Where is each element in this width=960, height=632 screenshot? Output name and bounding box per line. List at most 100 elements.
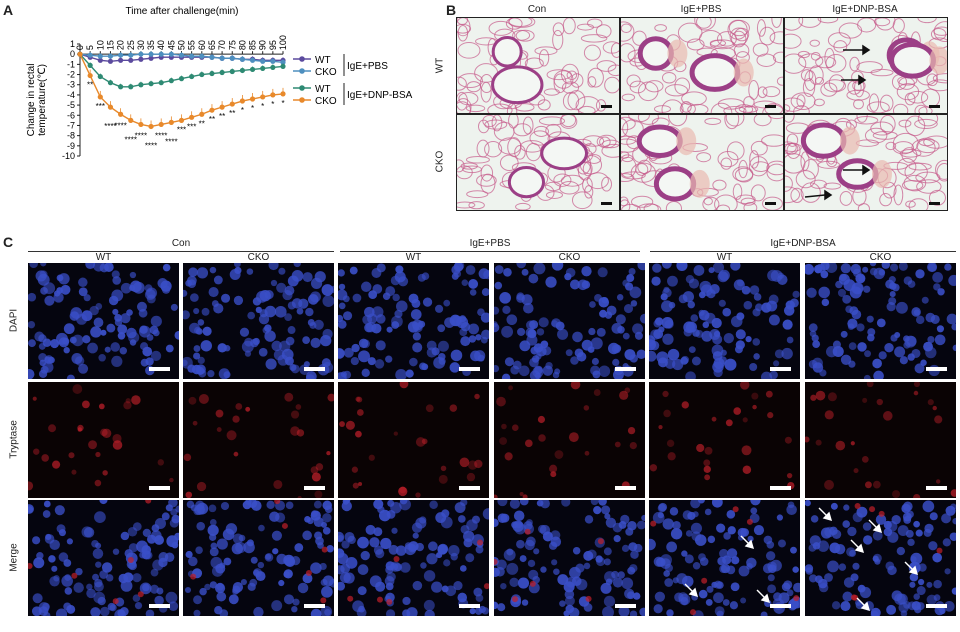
significance-mark: **: [219, 112, 225, 121]
temperature-chart: Time after challenge(min) Change in rect…: [26, 6, 413, 161]
x-tick-label: 95: [268, 40, 278, 50]
data-point: [107, 80, 114, 86]
scale-bar: [601, 105, 612, 108]
data-point: [239, 67, 245, 74]
data-point: [280, 91, 286, 97]
x-tick-label: 85: [248, 40, 258, 50]
significance-mark: ****: [155, 131, 167, 140]
significance-mark: **: [209, 115, 215, 124]
if-image-merge-1: [183, 500, 334, 616]
data-point: [138, 51, 144, 57]
data-point: [148, 123, 154, 130]
data-point: [229, 55, 235, 61]
y-tick-label: -10: [62, 151, 75, 161]
scale-bar: [149, 367, 170, 371]
data-point: [158, 80, 164, 86]
x-tick-label: 100: [278, 35, 288, 50]
if-image-merge-2: [338, 500, 489, 616]
he-row-wt: WT: [434, 57, 446, 74]
data-point: [239, 98, 245, 104]
if-image-merge-4: [649, 500, 800, 616]
he-col-ige-dnp: IgE+DNP-BSA: [832, 4, 898, 15]
legend-label-2: WT: [315, 84, 331, 95]
if-col-5: CKO: [869, 252, 892, 263]
x-tick-label: 75: [227, 40, 237, 50]
he-col-con: Con: [527, 4, 547, 15]
significance-mark: *: [271, 100, 274, 109]
if-row-tryptase: Tryptase: [8, 420, 20, 459]
y-tick-label: -9: [67, 141, 75, 151]
if-image-merge-0: [28, 500, 179, 616]
y-tick-label: -6: [67, 110, 75, 120]
data-point: [199, 111, 205, 117]
if-image-tryptase-3: [494, 382, 645, 498]
data-point: [138, 82, 144, 88]
data-point: [118, 84, 124, 90]
data-point: [189, 53, 195, 59]
significance-mark: ****: [104, 122, 116, 131]
significance-mark: ****: [165, 137, 177, 146]
data-point: [128, 84, 134, 90]
data-point: [209, 70, 215, 77]
data-point: [280, 59, 286, 65]
data-point: [189, 73, 195, 80]
if-image-dapi-4: [649, 263, 800, 379]
if-image-tryptase-5: [805, 382, 956, 498]
scale-bar: [929, 202, 940, 205]
panel-label-a: A: [3, 2, 14, 18]
legend-marker: [299, 56, 305, 62]
x-tick-label: 10: [95, 40, 105, 50]
data-point: [87, 52, 93, 58]
group-underline-ige-dnp: [650, 251, 956, 252]
panel-label-c: C: [3, 234, 14, 250]
data-point: [209, 107, 215, 113]
data-point: [148, 81, 154, 87]
scale-bar: [615, 604, 636, 608]
data-point: [107, 58, 114, 64]
scale-bar: [304, 367, 325, 371]
he-image-cko-2: [784, 114, 948, 211]
if-image-dapi-1: [183, 263, 334, 379]
data-point: [107, 104, 114, 110]
x-tick-label: 30: [136, 40, 146, 50]
significance-mark: ****: [114, 121, 126, 130]
x-tick-label: 0: [75, 45, 85, 50]
data-point: [158, 121, 164, 128]
significance-mark: *: [251, 104, 254, 113]
legend-group-ige-dnp: IgE+DNP-BSA: [347, 90, 413, 101]
significance-mark: ***: [177, 125, 186, 134]
scale-bar: [770, 367, 791, 371]
x-tick-label: 35: [146, 40, 156, 50]
data-point: [128, 52, 134, 58]
if-col-1: CKO: [247, 252, 270, 263]
data-point: [148, 51, 154, 57]
x-tick-label: 15: [105, 40, 115, 50]
y-tick-label: 0: [70, 49, 75, 59]
scale-bar: [615, 367, 636, 371]
y-tick-label: -5: [67, 100, 75, 110]
significance-mark: ****: [135, 131, 147, 140]
legend-marker: [299, 97, 305, 103]
if-group-con: Con: [171, 238, 191, 249]
data-point: [128, 57, 134, 63]
data-point: [178, 52, 185, 58]
significance-mark: **: [87, 81, 93, 90]
scale-bar: [304, 486, 325, 490]
legend-label-3: CKO: [315, 96, 337, 107]
he-image-wt-0: [456, 17, 620, 114]
significance-mark: ****: [145, 141, 157, 150]
x-tick-label: 60: [197, 40, 207, 50]
data-point: [270, 58, 276, 64]
panel-label-b: B: [446, 2, 457, 18]
data-point: [168, 51, 174, 57]
data-point: [280, 63, 286, 69]
if-image-merge-3: [494, 500, 645, 616]
x-tick-label: 40: [156, 40, 166, 50]
data-point: [158, 51, 164, 57]
scale-bar: [304, 604, 325, 608]
data-point: [249, 57, 256, 63]
data-point: [189, 114, 195, 120]
legend-group-ige-pbs: IgE+PBS: [347, 61, 388, 72]
significance-mark: **: [199, 119, 205, 128]
scale-bar: [601, 202, 612, 205]
